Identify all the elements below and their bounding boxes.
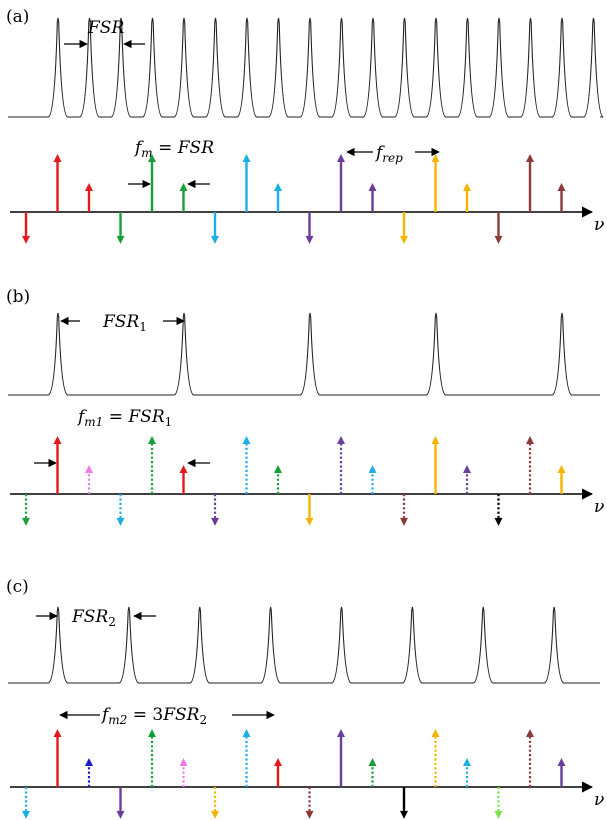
panel-a-comb-line-3 bbox=[116, 212, 125, 244]
panel-b-fm-label: fm1 = FSR1 bbox=[76, 407, 172, 429]
panel-a-comb-lines bbox=[22, 154, 566, 244]
panel-c: (c) FSR2 fm2 = 3FSR2 ν bbox=[6, 577, 604, 819]
panel-b-resonance-trace bbox=[8, 312, 600, 396]
panel-a-comb-line-1 bbox=[53, 154, 62, 212]
panel-a-comb-line-16 bbox=[526, 154, 534, 212]
panel-b-fsr-label: FSR1 bbox=[102, 312, 147, 334]
panel-b-comb-line-11 bbox=[368, 465, 377, 494]
panel-a-comb-line-10 bbox=[337, 154, 345, 212]
panel-b-comb-line-1 bbox=[53, 436, 62, 494]
panel-a-comb-line-6 bbox=[211, 212, 219, 244]
panel-a-comb-line-2 bbox=[85, 183, 93, 212]
panel-a-comb-line-4 bbox=[148, 154, 156, 212]
panel-a-comb-line-0 bbox=[22, 212, 30, 244]
panel-b-comb-line-2 bbox=[85, 465, 93, 494]
panel-b-comb-line-15 bbox=[494, 494, 503, 526]
panel-c-comb-line-9 bbox=[305, 787, 314, 819]
panel-a-comb-line-7 bbox=[242, 154, 251, 212]
panel-c-comb-line-14 bbox=[463, 758, 471, 787]
panel-b-axis-label: ν bbox=[594, 497, 604, 517]
panel-a-comb-line-14 bbox=[463, 183, 471, 212]
panel-c-comb-line-4 bbox=[148, 729, 156, 787]
panel-c-fsr-label: FSR2 bbox=[71, 607, 116, 629]
panel-a-fsr-label: FSR bbox=[87, 18, 124, 38]
panel-a-axis-label: ν bbox=[594, 215, 604, 235]
panel-b: (b) FSR1 fm1 = FSR1 ν bbox=[6, 287, 604, 526]
panel-b-comb-line-7 bbox=[242, 436, 251, 494]
panel-c-comb-line-11 bbox=[368, 758, 377, 787]
panel-b-tag: (b) bbox=[6, 287, 30, 307]
panel-a-comb-line-12 bbox=[400, 212, 408, 244]
panel-c-comb-line-0 bbox=[22, 787, 30, 819]
panel-c-fm-label: fm2 = 3FSR2 bbox=[100, 705, 207, 727]
panel-a-frep-label: frep bbox=[374, 143, 403, 165]
panel-b-comb-line-16 bbox=[526, 436, 534, 494]
panel-a-comb-line-5 bbox=[179, 183, 188, 212]
panel-b-comb-line-3 bbox=[116, 494, 125, 526]
panel-c-comb-line-13 bbox=[431, 729, 440, 787]
panel-b-comb-lines bbox=[22, 436, 566, 526]
panel-c-comb-line-1 bbox=[53, 729, 62, 787]
panel-c-axis-label: ν bbox=[594, 790, 604, 810]
panel-a-comb-line-8 bbox=[274, 183, 282, 212]
panel-b-comb-line-14 bbox=[463, 465, 471, 494]
panel-a: (a) FSR fm = FSR frep ν bbox=[6, 7, 604, 244]
panel-a-comb-line-9 bbox=[305, 212, 314, 244]
panel-a-fm-label: fm = FSR bbox=[133, 138, 214, 160]
panel-a-comb-line-11 bbox=[368, 183, 377, 212]
panel-b-comb-line-10 bbox=[337, 436, 345, 494]
panel-a-resonance-trace bbox=[8, 17, 604, 118]
panel-a-tag: (a) bbox=[6, 7, 29, 27]
panel-a-comb-line-13 bbox=[431, 154, 440, 212]
panel-c-comb-line-10 bbox=[337, 729, 345, 787]
panel-c-comb-line-15 bbox=[494, 787, 503, 819]
panel-b-comb-line-13 bbox=[431, 436, 440, 494]
panel-b-comb-line-17 bbox=[557, 465, 566, 494]
panel-b-comb-line-6 bbox=[211, 494, 219, 526]
panel-b-comb-line-5 bbox=[179, 465, 188, 494]
panel-b-comb-line-0 bbox=[22, 494, 30, 526]
panel-c-comb-line-17 bbox=[557, 758, 566, 787]
panel-c-comb-line-3 bbox=[116, 787, 125, 819]
panel-c-comb-line-8 bbox=[274, 758, 282, 787]
panel-c-resonance-trace bbox=[8, 606, 600, 684]
panel-c-tag: (c) bbox=[6, 577, 29, 597]
panel-c-comb-line-7 bbox=[242, 729, 251, 787]
panel-c-comb-lines bbox=[22, 729, 566, 819]
panel-b-comb-line-9 bbox=[305, 494, 314, 526]
panel-c-comb-line-2 bbox=[85, 758, 93, 787]
panel-c-comb-line-16 bbox=[526, 729, 534, 787]
panel-b-comb-line-12 bbox=[400, 494, 408, 526]
panel-a-comb-line-15 bbox=[494, 212, 503, 244]
panel-c-comb-line-12 bbox=[400, 787, 408, 819]
panel-c-comb-line-5 bbox=[179, 758, 188, 787]
panel-a-comb-line-17 bbox=[557, 183, 566, 212]
panel-b-comb-line-4 bbox=[148, 436, 156, 494]
panel-b-comb-line-8 bbox=[274, 465, 282, 494]
panel-c-comb-line-6 bbox=[211, 787, 219, 819]
